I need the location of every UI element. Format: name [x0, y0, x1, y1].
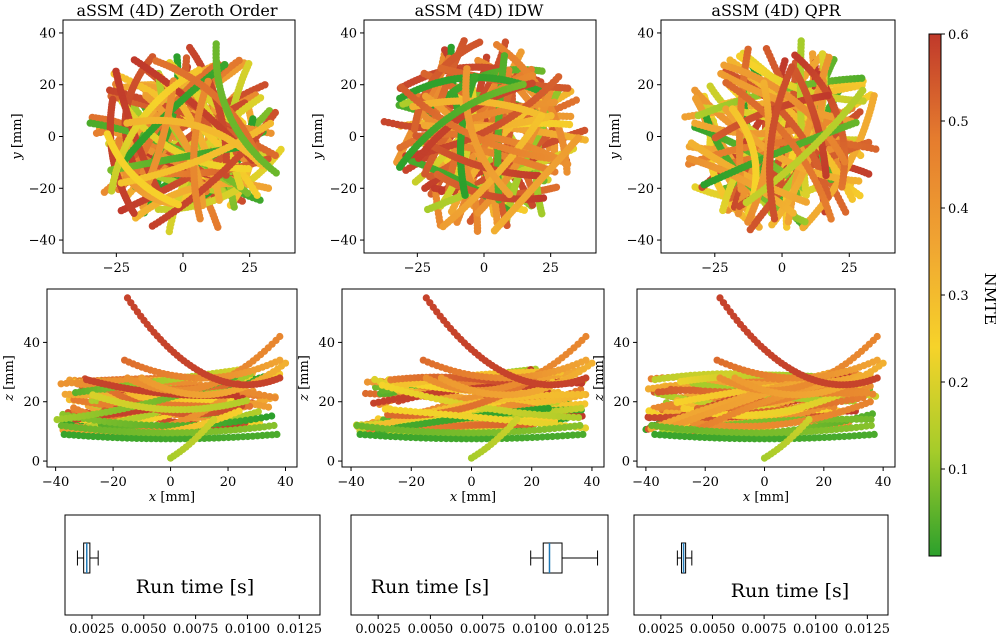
trajectory-point	[271, 108, 279, 117]
trajectory-point	[163, 422, 171, 430]
runtime-label-qpr: Run time [s]	[731, 580, 849, 602]
trajectory-point	[121, 420, 130, 428]
colorbar-label: NMTE	[981, 273, 996, 326]
trajectory-point	[142, 92, 150, 100]
y-tick-label: −40	[29, 234, 56, 249]
trajectory-point	[212, 40, 220, 48]
trajectory-point	[244, 388, 252, 396]
trajectory-point	[106, 418, 114, 426]
trajectory-point	[266, 393, 274, 401]
trajectory-point	[153, 421, 161, 430]
panel-title-zeroth-order: aSSM (4D) Zeroth Order	[76, 1, 277, 20]
y-tick-label: −20	[29, 182, 56, 197]
runtime-label-idw: Run time [s]	[371, 576, 489, 598]
trajectory-point	[111, 419, 119, 427]
trajectory-point	[116, 377, 124, 385]
trajectory-point	[264, 184, 273, 192]
trajectory-point	[57, 380, 65, 388]
trajectory-point	[182, 54, 191, 62]
trajectory-point	[249, 115, 257, 123]
panel-title-idw: aSSM (4D) IDW	[415, 1, 544, 20]
xy-scatter-panel: −25 0 25 −40 −20 0 20 40 y [mm]	[10, 19, 296, 276]
xy-trajectories	[86, 40, 285, 236]
trajectory-point	[215, 196, 223, 204]
trajectory-point	[142, 421, 150, 429]
trajectory-point	[255, 390, 263, 398]
panel-title-qpr: aSSM (4D) QPR	[711, 1, 841, 20]
trajectory-point	[68, 379, 76, 387]
trajectory-point	[245, 60, 253, 68]
trajectory-point	[195, 66, 203, 74]
trajectory-point	[158, 422, 166, 430]
trajectory-point	[132, 421, 140, 429]
y-tick-label: 40	[39, 26, 56, 41]
trajectory-point	[130, 209, 138, 217]
y-axis-label: y [mm]	[10, 113, 25, 160]
trajectory-point	[123, 119, 131, 127]
x-tick-label: −25	[103, 261, 130, 276]
trajectory-point	[180, 379, 188, 387]
trajectory-point	[62, 379, 71, 387]
trajectory-point	[268, 412, 276, 420]
trajectory-point	[243, 189, 252, 197]
y-tick-label: 20	[39, 78, 56, 93]
trajectory-point	[174, 200, 182, 209]
trajectory-point	[271, 394, 279, 402]
trajectory-point	[235, 407, 243, 415]
trajectory-point	[117, 206, 126, 215]
trajectory-point	[204, 77, 212, 86]
trajectory-point	[264, 403, 273, 411]
trajectory-point	[226, 418, 234, 426]
trajectory-point	[148, 421, 156, 429]
trajectory-point	[127, 420, 135, 428]
runtime-label-zeroth-order: Run time [s]	[136, 576, 254, 598]
xz-trajectories	[53, 294, 290, 462]
trajectory-point	[252, 415, 260, 423]
trajectory-point	[186, 43, 194, 52]
trajectory-point	[253, 191, 261, 199]
x-tick-label: 0	[179, 261, 187, 276]
trajectory-point	[238, 197, 246, 205]
trajectory-point	[173, 53, 181, 61]
trajectory-point	[168, 422, 177, 430]
y-tick-label: 0	[48, 130, 56, 145]
trajectory-point	[246, 402, 254, 410]
trajectory-point	[130, 56, 139, 64]
trajectory-point	[116, 419, 124, 427]
trajectory-point	[271, 151, 279, 160]
x-tick-label: 25	[241, 261, 258, 276]
trajectory-point	[267, 129, 275, 137]
trajectory-point	[165, 227, 173, 236]
trajectory-point	[277, 145, 285, 154]
trajectory-point	[266, 119, 275, 128]
trajectory-point	[137, 421, 145, 429]
trajectory-point	[254, 408, 262, 416]
